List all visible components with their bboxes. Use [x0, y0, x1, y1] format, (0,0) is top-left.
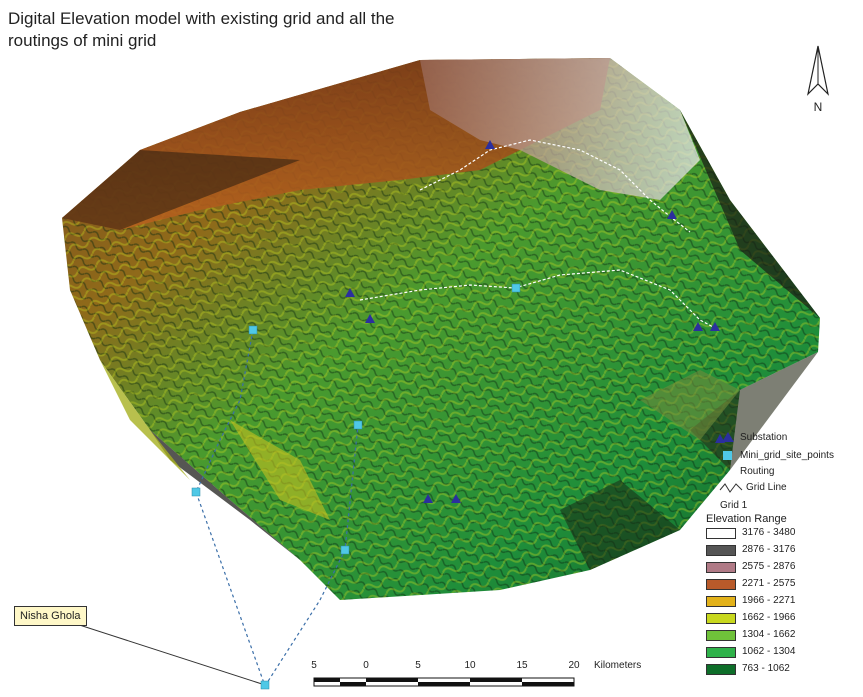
scale-tick-label: 0: [363, 660, 369, 671]
substation-marker: [485, 140, 495, 149]
scale-tick-label: 5: [415, 660, 421, 671]
legend-routing-label: Routing: [740, 466, 775, 477]
elevation-legend: 3176 - 3480 2876 - 3176 2575 - 2876 2271…: [702, 527, 862, 688]
north-arrow-icon: [807, 45, 829, 96]
ramp-swatch-6: [706, 630, 736, 641]
callout-leader: [63, 619, 263, 685]
ramp-label: 1062 - 1304: [742, 646, 796, 657]
ramp-label: 3176 - 3480: [742, 527, 796, 538]
ramp-swatch-3: [706, 579, 736, 590]
ramp-label: 2575 - 2876: [742, 561, 796, 572]
ramp-swatch-2: [706, 562, 736, 573]
scale-units: Kilometers: [594, 660, 642, 671]
substation-marker: [365, 314, 375, 323]
substation-marker: [715, 434, 725, 443]
site-point-marker: [511, 283, 521, 293]
site-point-marker: [191, 487, 201, 497]
site-point-marker: [353, 420, 363, 430]
grid-line-route: [359, 269, 716, 329]
ramp-label: 1966 - 2271: [742, 595, 796, 606]
scale-tick-label: 10: [464, 660, 476, 671]
substation-marker: [693, 322, 703, 331]
scale-tick-label: 5: [311, 660, 317, 671]
legend-elevation-title: Elevation Range: [706, 513, 787, 525]
legend-site-point-symbol: [723, 451, 732, 460]
dem-surface: [62, 58, 820, 600]
grid-line-route-north: [419, 139, 691, 233]
substation-markers: [345, 140, 725, 503]
scale-bar-graphic: [313, 677, 575, 687]
ramp-swatch-7: [706, 647, 736, 658]
ramp-label: 2876 - 3176: [742, 544, 796, 555]
scale-tick-label: 20: [568, 660, 580, 671]
ramp-swatch-5: [706, 613, 736, 624]
north-arrow: N: [803, 44, 833, 114]
legend-grid-line-symbol: [719, 483, 743, 493]
substation-marker: [345, 288, 355, 297]
substation-marker: [667, 210, 677, 219]
legend-grid1-label: Grid 1: [720, 500, 748, 511]
site-point-marker: [248, 325, 258, 335]
ramp-label: 2271 - 2575: [742, 578, 796, 589]
legend-symbols: [719, 432, 743, 493]
routing-line: [195, 329, 266, 687]
scale-tick-label: 15: [516, 660, 528, 671]
ramp-swatch-8: [706, 664, 736, 675]
ramp-swatch-0: [706, 528, 736, 539]
site-point-markers: [191, 283, 521, 690]
ramp-label: 1304 - 1662: [742, 629, 796, 640]
ramp-swatch-1: [706, 545, 736, 556]
site-point-marker: [340, 545, 350, 555]
legend-site-point-label: Mini_grid_site_points: [740, 450, 834, 461]
ramp-label: 1662 - 1966: [742, 612, 796, 623]
map-title: Digital Elevation model with existing gr…: [8, 9, 395, 50]
callout-label[interactable]: Nisha Ghola: [14, 606, 87, 626]
scale-bar: 5 0 5 10 15 20 Kilometers: [311, 660, 672, 694]
substation-marker: [451, 494, 461, 503]
ramp-swatch-4: [706, 596, 736, 607]
substation-marker: [423, 494, 433, 503]
legend-grid-line-label: Grid Line: [746, 482, 787, 493]
site-point-marker: [260, 680, 270, 690]
north-label: N: [813, 100, 823, 114]
legend-substation-label: Substation: [740, 432, 788, 443]
substation-marker: [710, 322, 720, 331]
legend-substation-symbol: [722, 432, 734, 442]
ramp-label: 763 - 1062: [742, 663, 790, 674]
